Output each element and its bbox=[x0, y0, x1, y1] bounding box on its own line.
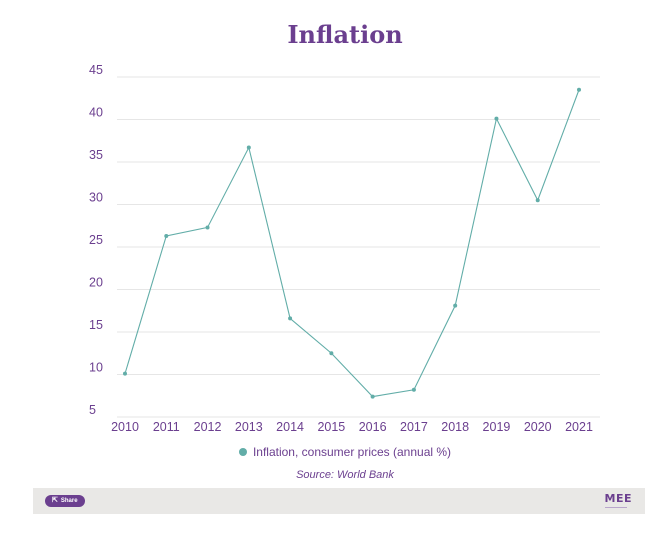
data-point[interactable] bbox=[494, 116, 499, 121]
chart-title: Inflation bbox=[287, 20, 403, 49]
share-button[interactable]: ⇱ Share bbox=[45, 495, 85, 507]
x-tick-label: 2019 bbox=[483, 420, 511, 434]
grid-lines bbox=[117, 76, 600, 418]
y-tick-label: 20 bbox=[89, 276, 103, 290]
y-tick-label: 40 bbox=[89, 106, 103, 120]
x-tick-label: 2011 bbox=[153, 420, 180, 434]
data-point[interactable] bbox=[411, 387, 416, 392]
data-point[interactable] bbox=[329, 351, 334, 356]
legend[interactable]: Inflation, consumer prices (annual %) bbox=[0, 445, 666, 459]
data-point[interactable] bbox=[577, 87, 581, 92]
x-tick-label: 2020 bbox=[524, 420, 552, 434]
x-tick-label: 2016 bbox=[359, 420, 387, 434]
source-note: Source: World Bank bbox=[296, 469, 394, 481]
share-label: Share bbox=[60, 498, 78, 504]
legend-marker bbox=[238, 448, 247, 456]
x-tick-label: 2010 bbox=[111, 420, 139, 434]
y-tick-label: 5 bbox=[89, 403, 96, 417]
y-tick-label: 30 bbox=[89, 191, 103, 205]
data-point[interactable] bbox=[288, 316, 293, 321]
y-tick-label: 35 bbox=[89, 148, 103, 162]
data-point[interactable] bbox=[123, 371, 127, 376]
x-tick-label: 2015 bbox=[317, 420, 345, 434]
x-tick-label: 2021 bbox=[565, 420, 593, 434]
data-points bbox=[123, 87, 581, 399]
y-tick-label: 25 bbox=[89, 233, 103, 247]
brand-logo[interactable]: MEE bbox=[604, 492, 632, 508]
data-point[interactable] bbox=[164, 233, 169, 238]
data-point[interactable] bbox=[205, 225, 210, 230]
brand-logo-text: MEE bbox=[604, 492, 632, 505]
x-tick-label: 2017 bbox=[400, 420, 428, 434]
data-point[interactable] bbox=[535, 198, 540, 203]
x-tick-label: 2012 bbox=[194, 420, 222, 434]
x-tick-label: 2014 bbox=[276, 420, 304, 434]
data-point[interactable] bbox=[370, 394, 375, 399]
x-axis-ticks: 2010 2011 2012 2013 2014 2015 2016 2017 2018 2019… bbox=[111, 420, 593, 434]
brand-logo-underline bbox=[604, 507, 627, 508]
data-point[interactable] bbox=[453, 303, 458, 308]
legend-label: Inflation, consumer prices (annual %) bbox=[252, 445, 452, 459]
y-tick-label: 15 bbox=[89, 318, 103, 332]
series-line-layer bbox=[124, 89, 580, 398]
share-icon: ⇱ bbox=[52, 497, 58, 504]
series-line bbox=[124, 89, 580, 398]
y-tick-label: 45 bbox=[89, 63, 103, 77]
footer-bar: ⇱ Share MEE bbox=[33, 488, 645, 514]
y-tick-label: 10 bbox=[89, 361, 103, 375]
y-axis-ticks: 5 10 15 20 25 30 35 40 45 bbox=[89, 63, 103, 417]
x-tick-label: 2013 bbox=[235, 420, 263, 434]
data-point[interactable] bbox=[246, 145, 251, 150]
x-tick-label: 2018 bbox=[441, 420, 469, 434]
